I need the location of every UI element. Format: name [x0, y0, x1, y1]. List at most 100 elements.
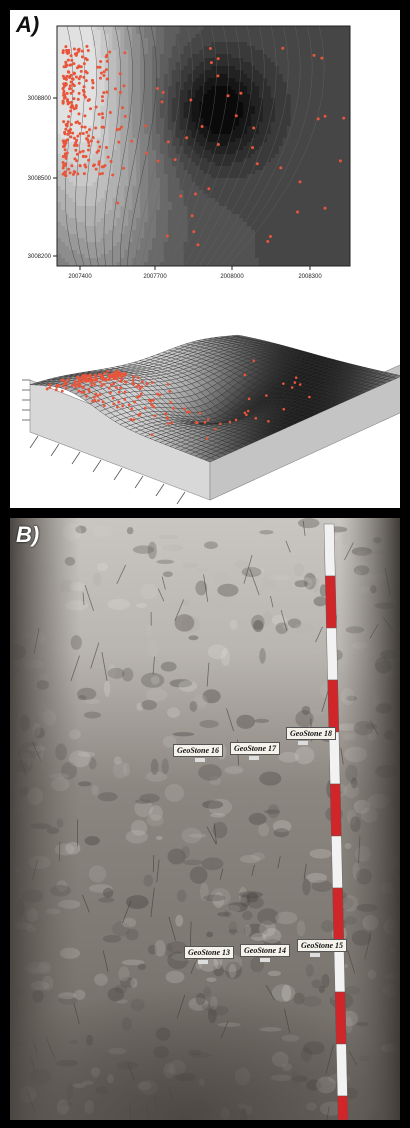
- contour-cell: [148, 146, 153, 151]
- contour-cell: [96, 38, 102, 43]
- contour-cell: [132, 46, 137, 51]
- contour-cell: [274, 46, 280, 51]
- contour-cell: [266, 186, 272, 191]
- contour-cell: [148, 94, 153, 99]
- contour-cell: [235, 74, 240, 79]
- contour-cell: [211, 58, 216, 63]
- contour-cell: [104, 170, 110, 175]
- contour-cell: [199, 110, 205, 115]
- contour-cell: [251, 222, 256, 227]
- contour-cell: [231, 70, 236, 75]
- contour-cell: [199, 194, 205, 199]
- contour-cell: [243, 70, 248, 75]
- contour-cell: [243, 50, 248, 55]
- contour-cell: [144, 86, 149, 91]
- contour-cell: [247, 226, 252, 231]
- contour-cell: [183, 218, 189, 223]
- contour-cell: [148, 198, 153, 203]
- contour-cell: [254, 202, 260, 207]
- contour-cell: [144, 38, 149, 43]
- contour-cell: [330, 46, 335, 51]
- contour-cell: [322, 214, 327, 219]
- contour-cell: [199, 42, 205, 47]
- contour-cell: [227, 58, 232, 63]
- contour-sample-point: [189, 98, 193, 102]
- contour-cell: [132, 114, 137, 119]
- contour-cell: [80, 250, 86, 255]
- contour-cell: [136, 186, 141, 191]
- contour-cell: [298, 46, 304, 51]
- contour-cell: [270, 78, 276, 83]
- contour-cell: [120, 98, 125, 103]
- contour-cell: [179, 230, 185, 235]
- contour-cell: [140, 82, 145, 87]
- contour-cell: [140, 94, 145, 99]
- contour-sample-point: [63, 148, 67, 152]
- contour-cell: [148, 74, 153, 79]
- contour-cell: [199, 62, 205, 67]
- contour-cell: [144, 98, 149, 103]
- contour-cell: [199, 262, 205, 266]
- contour-cell: [175, 158, 181, 163]
- contour-cell: [251, 50, 256, 55]
- contour-cell: [124, 178, 129, 183]
- contour-cell: [290, 222, 296, 227]
- contour-line: [75, 26, 85, 266]
- contour-cell: [171, 134, 177, 139]
- contour-cell: [104, 182, 110, 187]
- contour-cell: [298, 58, 304, 63]
- contour-cell: [338, 130, 343, 135]
- contour-cell: [298, 78, 304, 83]
- contour-cell: [298, 66, 304, 71]
- contour-cell: [163, 142, 169, 147]
- contour-cell: [175, 50, 181, 55]
- contour-cell: [243, 258, 248, 263]
- contour-cell: [215, 58, 220, 63]
- contour-cell: [96, 78, 102, 83]
- contour-cell: [270, 222, 276, 227]
- contour-cell: [132, 142, 137, 147]
- contour-cell: [207, 174, 213, 179]
- contour-cell: [302, 94, 308, 99]
- contour-cell: [124, 210, 129, 215]
- contour-cell: [274, 242, 280, 247]
- contour-cell: [132, 206, 137, 211]
- contour-cell: [294, 202, 300, 207]
- contour-cell: [310, 86, 315, 91]
- contour-cell: [116, 46, 121, 51]
- contour-cell: [175, 42, 181, 47]
- contour-sample-point: [65, 123, 69, 127]
- contour-cell: [286, 146, 292, 151]
- contour-cell: [100, 146, 106, 151]
- contour-cell: [155, 262, 161, 266]
- contour-cell: [179, 82, 185, 87]
- contour-cell: [254, 238, 260, 243]
- contour-cell: [223, 114, 228, 119]
- contour-cell: [60, 54, 66, 59]
- contour-cell: [187, 150, 193, 155]
- contour-cell: [346, 186, 350, 191]
- contour-cell: [326, 154, 331, 159]
- contour-cell: [318, 38, 323, 43]
- contour-cell: [116, 230, 121, 235]
- contour-cell: [72, 254, 78, 259]
- contour-cell: [310, 126, 315, 131]
- contour-cell: [68, 70, 74, 75]
- contour-cell: [159, 230, 165, 235]
- contour-cell: [136, 242, 141, 247]
- contour-cell: [338, 94, 343, 99]
- contour-cell: [227, 106, 232, 111]
- contour-cell: [322, 58, 327, 63]
- contour-cell: [207, 70, 213, 75]
- contour-cell: [290, 234, 296, 239]
- contour-cell: [223, 30, 228, 35]
- contour-cell: [68, 258, 74, 263]
- contour-cell: [294, 158, 300, 163]
- contour-sample-point: [62, 84, 66, 88]
- contour-cell: [334, 258, 339, 263]
- contour-sample-point: [66, 58, 70, 62]
- contour-cell: [148, 90, 153, 95]
- contour-sample-point: [76, 172, 80, 176]
- contour-cell: [80, 114, 86, 119]
- contour-cell: [346, 98, 350, 103]
